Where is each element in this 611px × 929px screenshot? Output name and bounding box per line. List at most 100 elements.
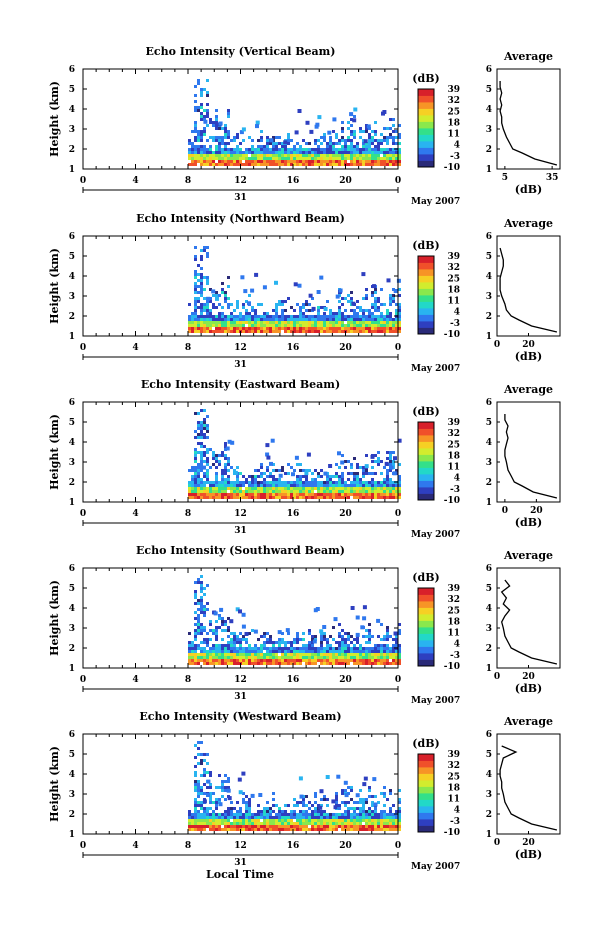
echo-cell [329, 163, 332, 166]
echo-cell [215, 635, 218, 638]
echo-cell [359, 154, 362, 157]
echo-cell [281, 321, 284, 324]
echo-cell [383, 810, 386, 813]
echo-cell [371, 318, 374, 321]
echo-cell [278, 142, 281, 145]
echo-cell [212, 451, 215, 454]
echo-cell [312, 639, 317, 644]
echo-cell [317, 157, 320, 160]
x-tick-label: 8 [185, 509, 191, 519]
echo-cell [323, 160, 326, 163]
echo-cell [314, 496, 317, 499]
echo-cell [188, 496, 191, 499]
echo-cell [386, 659, 389, 662]
echo-cell [350, 163, 353, 166]
echo-cell [206, 112, 209, 115]
echo-cell [389, 327, 392, 330]
echo-cell [200, 330, 203, 333]
echo-cell [353, 662, 356, 665]
echo-cell [317, 315, 320, 318]
echo-cell [260, 487, 263, 490]
echo-cell [212, 294, 215, 297]
echo-cell [365, 309, 368, 312]
echo-cell [323, 481, 326, 484]
echo-cell [320, 151, 323, 154]
echo-cell [281, 160, 284, 163]
echo-cell [257, 148, 260, 151]
echo-cell [344, 638, 347, 641]
echo-cell [323, 650, 326, 653]
echo-cell [197, 617, 200, 620]
echo-cell [245, 650, 248, 653]
echo-cell [308, 157, 311, 160]
echo-cell [341, 650, 344, 653]
echo-cell [287, 160, 290, 163]
colorbar-swatch [418, 633, 434, 641]
echo-cell [371, 148, 374, 151]
echo-cell [266, 801, 269, 804]
echo-cell [218, 136, 221, 139]
echo-cell [290, 828, 293, 831]
echo-cell [272, 330, 275, 333]
echo-cell [317, 828, 320, 831]
echo-cell [317, 472, 320, 475]
echo-cell [359, 487, 362, 490]
echo-cell [353, 145, 356, 148]
echo-cell [332, 819, 335, 822]
echo-cell [320, 496, 323, 499]
echo-cell [311, 306, 316, 311]
echo-cell [272, 327, 275, 330]
echo-cell [200, 91, 203, 94]
echo-cell [398, 148, 401, 151]
echo-cell [206, 303, 209, 306]
echo-cell [212, 647, 215, 650]
echo-cell [227, 662, 230, 665]
echo-cell [260, 136, 263, 139]
echo-cell [258, 793, 263, 797]
echo-cell [233, 813, 236, 816]
echo-cell [359, 813, 362, 816]
echo-cell [320, 306, 323, 309]
echo-cell [329, 656, 332, 659]
echo-cell [188, 653, 191, 656]
echo-cell [380, 816, 383, 819]
echo-cell [287, 653, 290, 656]
echo-cell [281, 647, 284, 650]
echo-cell [374, 303, 377, 306]
echo-cell [224, 163, 227, 166]
echo-cell [200, 267, 203, 270]
colorbar-tick-label: 32 [447, 761, 460, 771]
echo-cell [365, 327, 368, 330]
echo-cell [254, 828, 257, 831]
echo-cell [218, 650, 221, 653]
echo-cell [293, 798, 296, 801]
echo-cell [368, 795, 371, 798]
echo-cell [371, 650, 374, 653]
echo-cell [320, 493, 323, 496]
echo-cell [323, 490, 326, 493]
echo-cell [398, 632, 401, 635]
echo-cell [260, 151, 263, 154]
echo-cell [383, 659, 386, 662]
echo-cell [296, 142, 299, 145]
echo-cell [200, 819, 203, 822]
echo-cell [395, 810, 398, 813]
echo-cell [206, 493, 209, 496]
echo-cell [263, 487, 266, 490]
echo-cell [395, 819, 398, 822]
colorbar-swatch [418, 819, 434, 826]
echo-cell [269, 142, 272, 145]
echo-cell [224, 490, 227, 493]
echo-cell [203, 822, 206, 825]
echo-cell [242, 650, 245, 653]
echo-cell [365, 816, 368, 819]
echo-cell [200, 466, 203, 469]
echo-cell [386, 160, 389, 163]
echo-cell [392, 487, 395, 490]
echo-cell [219, 607, 224, 612]
echo-cell [371, 493, 374, 496]
echo-cell [359, 481, 362, 484]
echo-cell [377, 321, 380, 324]
echo-cell [383, 151, 386, 154]
echo-cell [212, 151, 215, 154]
